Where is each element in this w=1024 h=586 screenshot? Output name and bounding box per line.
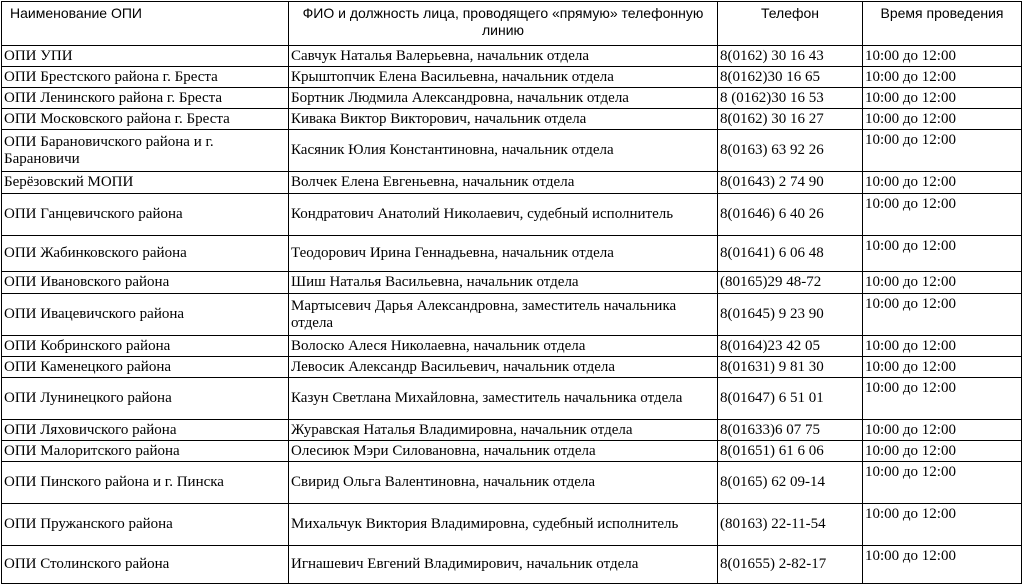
- table-cell: 8(01646) 6 40 26: [717, 193, 863, 236]
- table-cell: (80163) 22-11-54: [717, 503, 863, 546]
- table-cell: 10:00 до 12:00: [862, 545, 1022, 584]
- table-cell: ОПИ УПИ: [1, 45, 289, 67]
- table-row: ОПИ Лунинецкого района Казун Светлана Мих…: [1, 377, 1022, 420]
- table-cell: ОПИ Ленинского района г. Бреста: [1, 87, 289, 109]
- table-cell: Берёзовский МОПИ: [1, 171, 289, 194]
- table-row: ОПИ Барановичского района и г. Баранович…: [1, 129, 1022, 172]
- table-cell: 8(01655) 2-82-17: [717, 545, 863, 584]
- table-row: ОПИ Каменецкого района Левосик Александр …: [1, 356, 1022, 378]
- table-cell: 8(0165) 62 09-14: [717, 461, 863, 504]
- table-cell: 10:00 до 12:00: [862, 356, 1022, 378]
- table-cell: 10:00 до 12:00: [862, 235, 1022, 272]
- table-cell: 8(0164)23 42 05: [717, 335, 863, 357]
- table-cell: Журавская Наталья Владимировна, начальни…: [288, 419, 718, 441]
- table-cell: 8(0162)30 16 65: [717, 66, 863, 88]
- table-cell: 10:00 до 12:00: [862, 503, 1022, 546]
- table-cell: 8(0162) 30 16 27: [717, 108, 863, 130]
- table-cell: 10:00 до 12:00: [862, 461, 1022, 504]
- table-row: ОПИ Ивановского района Шиш Наталья Василь…: [1, 271, 1022, 294]
- table-cell: 10:00 до 12:00: [862, 419, 1022, 441]
- table-cell: 10:00 до 12:00: [862, 45, 1022, 67]
- table-cell: (80165)29 48-72: [717, 271, 863, 294]
- table-row: ОПИ Жабинковского района Теодорович Ирина…: [1, 235, 1022, 272]
- table-cell: ОПИ Пинского района и г. Пинска: [1, 461, 289, 504]
- table-cell: Свирид Ольга Валентиновна, начальник отд…: [288, 461, 718, 504]
- table-cell: 8 (0162)30 16 53: [717, 87, 863, 109]
- table-cell: Михальчук Виктория Владимировна, судебны…: [288, 503, 718, 546]
- table-cell: ОПИ Брестского района г. Бреста: [1, 66, 289, 88]
- table-cell: ОПИ Кобринского района: [1, 335, 289, 357]
- table-cell: Крыштопчик Елена Васильевна, начальник о…: [288, 66, 718, 88]
- table-row: ОПИ Малоритского района Олесиюк Мэри Сило…: [1, 440, 1022, 462]
- table-cell: 10:00 до 12:00: [862, 87, 1022, 109]
- table-row: ОПИ Ганцевичского района Кондратович Анат…: [1, 193, 1022, 236]
- table-cell: Волоско Алеся Николаевна, начальник отде…: [288, 335, 718, 357]
- table-cell: 8(01651) 61 6 06: [717, 440, 863, 462]
- table-row: ОПИ Ленинского района г. Бреста Бортник Л…: [1, 87, 1022, 109]
- table-cell: 10:00 до 12:00: [862, 440, 1022, 462]
- table-cell: Кондратович Анатолий Николаевич, судебны…: [288, 193, 718, 236]
- table-cell: Волчек Елена Евгеньевна, начальник отдел…: [288, 171, 718, 194]
- table-row: ОПИ Пинского района и г. Пинска Свирид Ол…: [1, 461, 1022, 504]
- table-row: ОПИ УПИ Савчук Наталья Валерьевна, началь…: [1, 45, 1022, 67]
- table-cell: ОПИ Каменецкого района: [1, 356, 289, 378]
- table-row: ОПИ Брестского района г. Бреста Крыштопчи…: [1, 66, 1022, 88]
- table-cell: ОПИ Ивацевичского района: [1, 293, 289, 336]
- table-cell: ОПИ Столинского района: [1, 545, 289, 584]
- table-cell: 8(01645) 9 23 90: [717, 293, 863, 336]
- header-cell: ФИО и должность лица, проводящего «пряму…: [288, 1, 718, 46]
- table-cell: ОПИ Ганцевичского района: [1, 193, 289, 236]
- table-cell: ОПИ Малоритского района: [1, 440, 289, 462]
- table-cell: Бортник Людмила Александровна, начальник…: [288, 87, 718, 109]
- table-cell: 10:00 до 12:00: [862, 377, 1022, 420]
- table-cell: 10:00 до 12:00: [862, 293, 1022, 336]
- table-cell: ОПИ Барановичского района и г. Баранович…: [1, 129, 289, 172]
- table-cell: ОПИ Ляховичского района: [1, 419, 289, 441]
- table-cell: Савчук Наталья Валерьевна, начальник отд…: [288, 45, 718, 67]
- table-cell: 8(01631) 9 81 30: [717, 356, 863, 378]
- table-cell: 10:00 до 12:00: [862, 129, 1022, 172]
- table-cell: 8(01643) 2 74 90: [717, 171, 863, 194]
- table-cell: Игнашевич Евгений Владимирович, начальни…: [288, 545, 718, 584]
- table-cell: ОПИ Жабинковского района: [1, 235, 289, 272]
- table-row: ОПИ Столинского района Игнашевич Евгений …: [1, 545, 1022, 584]
- table-cell: 8(01647) 6 51 01: [717, 377, 863, 420]
- table-cell: Шиш Наталья Васильевна, начальник отдела: [288, 271, 718, 294]
- table-cell: 10:00 до 12:00: [862, 108, 1022, 130]
- table-cell: Мартысевич Дарья Александровна, заместит…: [288, 293, 718, 336]
- table-cell: Касяник Юлия Константиновна, начальник о…: [288, 129, 718, 172]
- table-cell: 10:00 до 12:00: [862, 66, 1022, 88]
- table-cell: 10:00 до 12:00: [862, 335, 1022, 357]
- table-cell: Олесиюк Мэри Силовановна, начальник отде…: [288, 440, 718, 462]
- table-cell: 10:00 до 12:00: [862, 271, 1022, 294]
- table-cell: ОПИ Пружанского района: [1, 503, 289, 546]
- table-cell: Кивака Виктор Викторович, начальник отде…: [288, 108, 718, 130]
- header-row: Наименование ОПИ ФИО и должность лица, пр…: [1, 1, 1022, 46]
- table-cell: ОПИ Лунинецкого района: [1, 377, 289, 420]
- table-cell: Левосик Александр Васильевич, начальник …: [288, 356, 718, 378]
- table-cell: 8(01641) 6 06 48: [717, 235, 863, 272]
- table-cell: Казун Светлана Михайловна, заместитель н…: [288, 377, 718, 420]
- table-cell: 10:00 до 12:00: [862, 193, 1022, 236]
- table-cell: 8(01633)6 07 75: [717, 419, 863, 441]
- table-row: ОПИ Пружанского района Михальчук Виктория…: [1, 503, 1022, 546]
- table-row: ОПИ Ляховичского района Журавская Наталья…: [1, 419, 1022, 441]
- table-row: ОПИ Ивацевичского района Мартысевич Дарья…: [1, 293, 1022, 336]
- table-cell: 8(0162) 30 16 43: [717, 45, 863, 67]
- table-cell: Теодорович Ирина Геннадьевна, начальник …: [288, 235, 718, 272]
- table-row: ОПИ Кобринского района Волоско Алеся Нико…: [1, 335, 1022, 357]
- table-cell: 8(0163) 63 92 26: [717, 129, 863, 172]
- table-cell: ОПИ Московского района г. Бреста: [1, 108, 289, 130]
- header-cell: Время проведения: [862, 1, 1022, 46]
- header-cell: Телефон: [717, 1, 863, 46]
- table-cell: 10:00 до 12:00: [862, 171, 1022, 194]
- table-cell: ОПИ Ивановского района: [1, 271, 289, 294]
- table-row: ОПИ Московского района г. Бреста Кивака В…: [1, 108, 1022, 130]
- header-cell: Наименование ОПИ: [1, 1, 289, 46]
- table-row: Берёзовский МОПИ Волчек Елена Евгеньевна,…: [1, 171, 1022, 194]
